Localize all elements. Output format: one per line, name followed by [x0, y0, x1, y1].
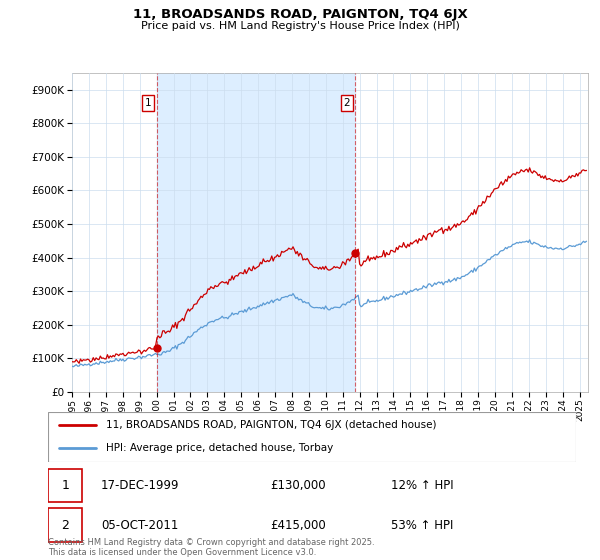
Text: 17-DEC-1999: 17-DEC-1999: [101, 479, 179, 492]
Text: Contains HM Land Registry data © Crown copyright and database right 2025.
This d: Contains HM Land Registry data © Crown c…: [48, 538, 374, 557]
Text: £130,000: £130,000: [270, 479, 325, 492]
Bar: [48, 469, 82, 502]
Text: 12% ↑ HPI: 12% ↑ HPI: [391, 479, 454, 492]
Text: 1: 1: [61, 479, 69, 492]
Text: HPI: Average price, detached house, Torbay: HPI: Average price, detached house, Torb…: [106, 444, 334, 454]
Text: 2: 2: [344, 98, 350, 108]
Text: £415,000: £415,000: [270, 519, 326, 531]
Text: 53% ↑ HPI: 53% ↑ HPI: [391, 519, 454, 531]
Text: 1: 1: [145, 98, 151, 108]
Text: 11, BROADSANDS ROAD, PAIGNTON, TQ4 6JX: 11, BROADSANDS ROAD, PAIGNTON, TQ4 6JX: [133, 8, 467, 21]
Bar: [48, 508, 82, 542]
Text: Price paid vs. HM Land Registry's House Price Index (HPI): Price paid vs. HM Land Registry's House …: [140, 21, 460, 31]
Bar: [157, 73, 355, 392]
Text: 11, BROADSANDS ROAD, PAIGNTON, TQ4 6JX (detached house): 11, BROADSANDS ROAD, PAIGNTON, TQ4 6JX (…: [106, 420, 437, 430]
Text: 05-OCT-2011: 05-OCT-2011: [101, 519, 178, 531]
Text: 2: 2: [61, 519, 69, 531]
